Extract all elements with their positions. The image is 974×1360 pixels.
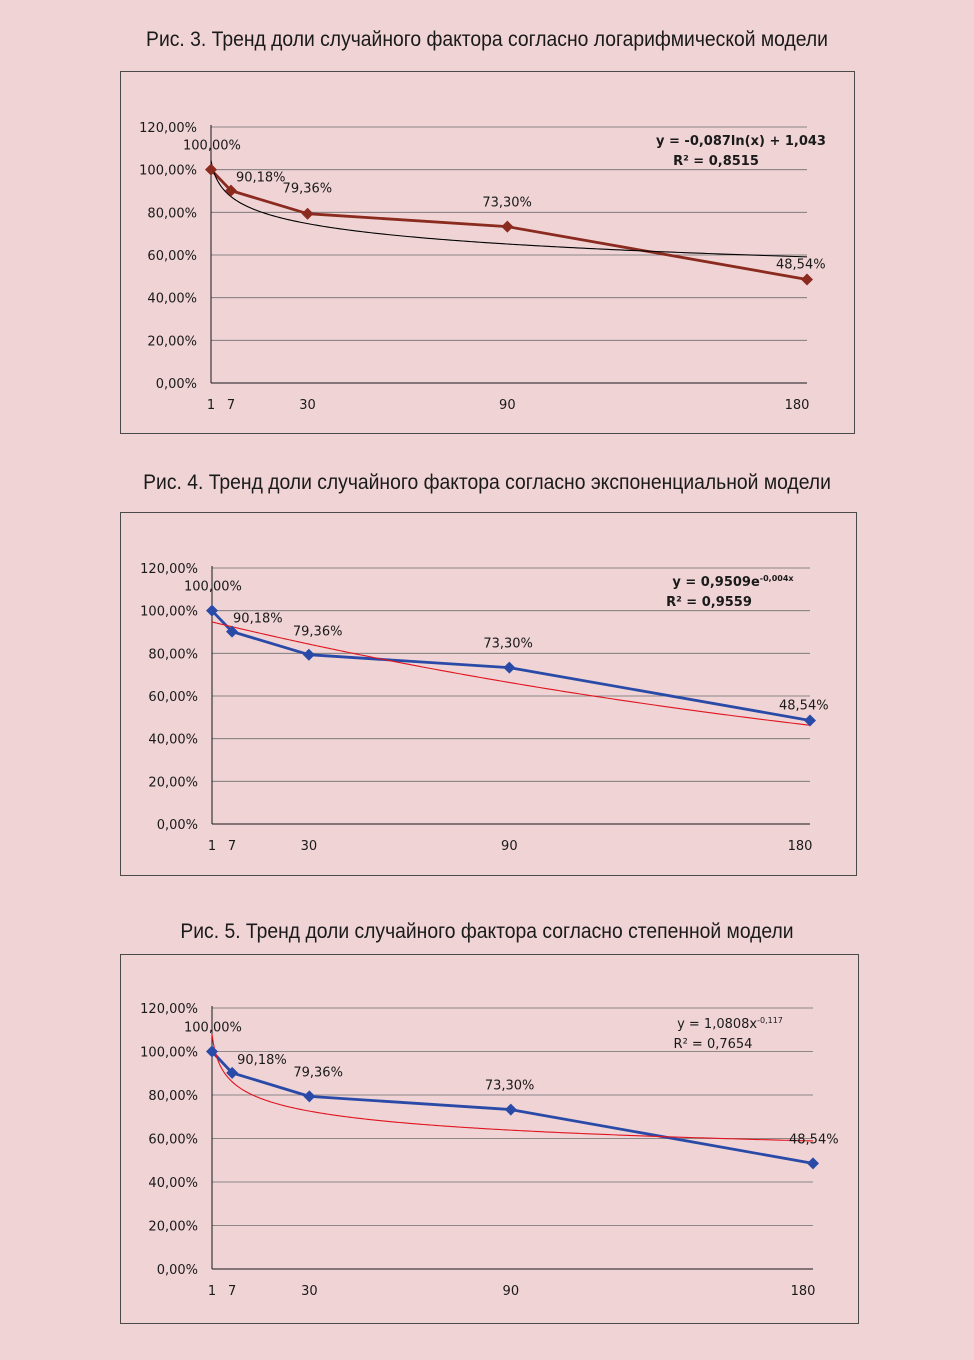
data-label: 90,18% <box>233 612 283 627</box>
data-label: 48,54% <box>776 257 826 272</box>
y-tick-label: 120,00% <box>140 1002 198 1017</box>
y-tick-label: 120,00% <box>139 121 197 136</box>
data-point <box>301 207 314 220</box>
figure-5-title: Рис. 5. Тренд доли случайного фактора со… <box>180 920 794 943</box>
y-tick-label: 80,00% <box>148 647 198 662</box>
data-point <box>504 1103 517 1116</box>
trend-r-squared: R² = 0,9559 <box>666 595 752 610</box>
y-tick-label: 120,00% <box>140 562 198 577</box>
data-point <box>302 648 315 661</box>
data-point <box>206 1045 218 1058</box>
x-tick-label: 30 <box>301 839 318 854</box>
x-tick-label: 90 <box>501 839 518 854</box>
trend-r-squared: R² = 0,7654 <box>674 1037 753 1052</box>
y-tick-label: 20,00% <box>148 1220 198 1235</box>
y-tick-label: 40,00% <box>148 1176 198 1191</box>
x-tick-label: 1 <box>207 398 215 413</box>
data-point <box>226 1066 239 1079</box>
y-tick-label: 80,00% <box>147 206 197 221</box>
y-tick-label: 0,00% <box>157 1263 198 1278</box>
data-point <box>503 661 516 674</box>
y-tick-label: 60,00% <box>148 690 198 705</box>
chart-4-frame: 0,00% 20,00% 40,00% 60,00% 80,00% 100,00% 120,… <box>120 512 857 876</box>
trend-equation: y = 0,9509e-0,004x <box>672 574 794 590</box>
data-label: 79,36% <box>293 1065 343 1080</box>
figure-3-title: Рис. 3. Тренд доли случайного фактора со… <box>146 28 828 51</box>
data-point <box>226 625 239 638</box>
trendline <box>211 621 811 726</box>
x-tick-label: 90 <box>503 1284 520 1299</box>
data-point <box>804 714 816 727</box>
x-tick-label: 7 <box>228 839 236 854</box>
y-tick-label: 60,00% <box>147 249 197 264</box>
x-tick-label: 1 <box>208 839 216 854</box>
chart-3-frame: 0,00% 20,00% 40,00% 60,00% 80,00% 100,00% 120,… <box>120 71 855 434</box>
trend-equation: y = 1,0808x-0,117 <box>677 1016 783 1032</box>
x-tick-label: 1 <box>208 1284 216 1299</box>
data-label: 100,00% <box>184 580 242 595</box>
trendline <box>211 1033 814 1142</box>
data-label: 79,36% <box>283 182 333 197</box>
y-tick-label: 100,00% <box>140 605 198 620</box>
data-label: 73,30% <box>482 196 532 211</box>
data-label: 48,54% <box>779 698 829 713</box>
y-tick-label: 80,00% <box>148 1089 198 1104</box>
figure-4-title: Рис. 4. Тренд доли случайного фактора со… <box>143 471 831 494</box>
trend-r-squared: R² = 0,8515 <box>673 154 759 169</box>
y-tick-label: 100,00% <box>139 164 197 179</box>
x-tick-label: 180 <box>785 398 810 413</box>
data-point <box>801 273 813 286</box>
x-tick-label: 180 <box>788 839 813 854</box>
data-label: 100,00% <box>183 139 241 154</box>
data-point <box>807 1157 819 1170</box>
y-tick-label: 0,00% <box>156 377 197 392</box>
data-point <box>206 604 218 617</box>
data-label: 73,30% <box>485 1079 535 1094</box>
data-label: 90,18% <box>236 171 286 186</box>
data-point <box>205 163 217 176</box>
x-tick-label: 90 <box>499 398 516 413</box>
x-tick-label: 7 <box>227 398 235 413</box>
data-label: 48,54% <box>789 1132 839 1147</box>
y-tick-label: 100,00% <box>140 1046 198 1061</box>
y-tick-label: 40,00% <box>147 292 197 307</box>
x-tick-label: 180 <box>791 1284 816 1299</box>
x-tick-label: 30 <box>301 1284 318 1299</box>
data-label: 73,30% <box>483 637 533 652</box>
chart-5-frame: 0,00% 20,00% 40,00% 60,00% 80,00% 100,00% 120,… <box>120 954 859 1324</box>
y-tick-label: 20,00% <box>147 334 197 349</box>
data-label: 79,36% <box>293 625 343 640</box>
y-tick-label: 20,00% <box>148 775 198 790</box>
trend-equation: y = -0,087ln(x) + 1,043 <box>656 134 826 149</box>
trendline <box>210 160 808 258</box>
data-label: 100,00% <box>184 1021 242 1036</box>
y-tick-label: 40,00% <box>148 733 198 748</box>
data-point <box>501 220 514 233</box>
x-tick-label: 7 <box>228 1284 236 1299</box>
data-point <box>224 184 237 197</box>
y-tick-label: 60,00% <box>148 1133 198 1148</box>
data-point <box>303 1090 316 1103</box>
x-tick-label: 30 <box>299 398 316 413</box>
data-label: 90,18% <box>237 1053 287 1068</box>
chart-3-plot: 0,00% 20,00% 40,00% 60,00% 80,00% 100,00% 120,… <box>139 121 826 413</box>
chart-4-plot: 0,00% 20,00% 40,00% 60,00% 80,00% 100,00% 120,… <box>140 562 829 854</box>
y-tick-label: 0,00% <box>157 818 198 833</box>
chart-5-plot: 0,00% 20,00% 40,00% 60,00% 80,00% 100,00% 120,… <box>140 1002 839 1299</box>
